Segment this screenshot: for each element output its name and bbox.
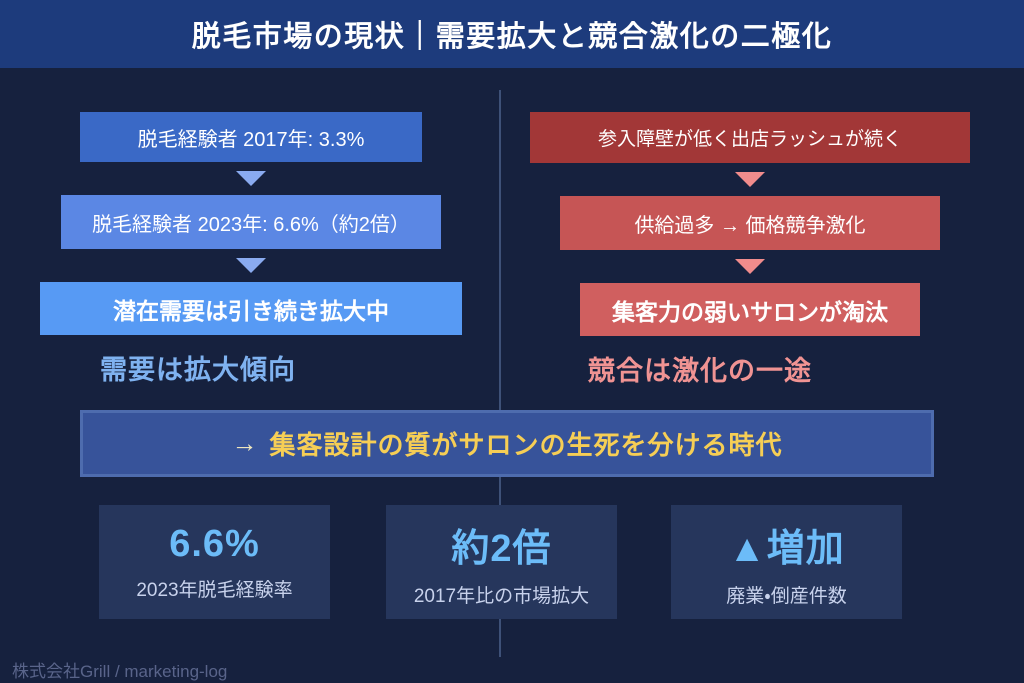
stat-value: 約2倍 [451,527,552,570]
competition-summary-label: 競合は激化の一途 [588,356,812,386]
demand-step-3: 潜在需要は引き続き拡大中 [40,282,462,335]
competition-step-3: 集客力の弱いサロンが淘汰 [580,283,920,336]
right-arrow-icon: → [231,428,258,458]
stat-caption: 廃業・倒産件数 [726,585,847,607]
center-divider [499,90,501,657]
demand-step-1: 脱毛経験者 2017年: 3.3% [80,112,422,162]
down-arrow-icon [735,259,765,274]
demand-flow-column: 脱毛経験者 2017年: 3.3% 脱毛経験者 2023年: 6.6%（約2倍）… [40,112,462,387]
conclusion-banner: → 集客設計の質がサロンの生死を分ける時代 [80,410,934,477]
down-arrow-icon [236,258,266,273]
page-title: 脱毛市場の現状｜需要拡大と競合激化の二極化 [191,21,833,53]
down-arrow-icon [236,171,266,186]
stat-card-market-growth: 約2倍 2017年比の市場拡大 [386,505,617,619]
stat-value: ▲増加 [728,527,845,570]
down-arrow-icon [735,172,765,187]
title-bar: 脱毛市場の現状｜需要拡大と競合激化の二極化 [0,0,1024,68]
competition-step-2: 供給過多 → 価格競争激化 [560,196,940,250]
stat-value: 6.6% [169,522,260,565]
stat-caption: 2023年脱毛経験率 [136,579,293,601]
demand-summary-label: 需要は拡大傾向 [100,355,296,385]
credit-text: 株式会社Grill / marketing-log [12,662,228,681]
competition-flow-column: 参入障壁が低く出店ラッシュが続く 供給過多 → 価格競争激化 集客力の弱いサロン… [530,112,970,388]
conclusion-text: 集客設計の質がサロンの生死を分ける時代 [269,430,783,460]
stat-caption: 2017年比の市場拡大 [413,585,590,607]
demand-step-2: 脱毛経験者 2023年: 6.6%（約2倍） [61,195,441,249]
stat-card-closures: ▲増加 廃業・倒産件数 [671,505,902,619]
competition-step-1: 参入障壁が低く出店ラッシュが続く [530,112,970,163]
stat-card-experience-rate: 6.6% 2023年脱毛経験率 [99,505,330,619]
